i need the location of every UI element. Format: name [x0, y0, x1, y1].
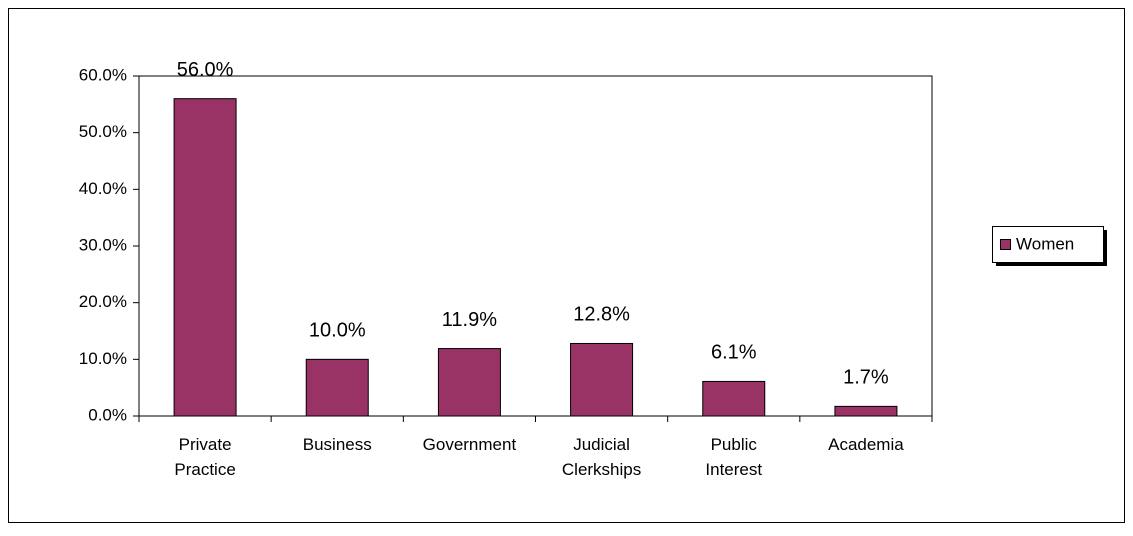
bar	[437, 348, 501, 417]
bar	[834, 405, 898, 417]
bar	[702, 380, 766, 417]
y-tick-label: 20.0%	[79, 292, 127, 311]
x-tick-label-line: Academia	[828, 435, 904, 454]
y-tick-label: 0.0%	[88, 405, 127, 424]
legend-label: Women	[1016, 234, 1074, 253]
value-label: 10.0%	[309, 320, 366, 342]
bar	[305, 358, 369, 417]
x-tick-label-line: Business	[303, 435, 372, 454]
value-label: 56.0%	[177, 59, 234, 81]
value-label: 11.9%	[442, 309, 497, 331]
y-tick-label: 30.0%	[79, 235, 127, 254]
x-tick-label-line: Interest	[705, 460, 762, 479]
x-tick-label: Academia	[828, 435, 904, 454]
x-tick-label-line: Judicial	[573, 435, 630, 454]
bar	[173, 98, 237, 417]
x-tick-label-line: Public	[711, 435, 758, 454]
value-label: 1.7%	[843, 367, 889, 389]
x-tick-label-line: Practice	[174, 460, 235, 479]
y-tick-label: 60.0%	[79, 65, 127, 84]
x-tick-label-line: Clerkships	[562, 460, 641, 479]
y-tick-label: 50.0%	[79, 122, 127, 141]
value-label: 12.8%	[573, 304, 630, 326]
x-tick-label-line: Private	[179, 435, 232, 454]
x-tick-label: Public Interest	[705, 435, 762, 479]
bar	[570, 342, 634, 417]
x-tick-label-line: Government	[423, 435, 517, 454]
x-tick-label: Government	[423, 435, 517, 454]
x-tick-label: Business	[303, 435, 372, 454]
x-tick-label: Judicial Clerkships	[562, 435, 641, 479]
y-tick-label: 10.0%	[79, 349, 127, 368]
x-tick-label: Private Practice	[174, 435, 235, 479]
value-label: 6.1%	[711, 342, 757, 364]
plot-area	[138, 75, 933, 417]
legend-swatch	[1000, 239, 1011, 250]
y-tick-label: 40.0%	[79, 179, 127, 198]
